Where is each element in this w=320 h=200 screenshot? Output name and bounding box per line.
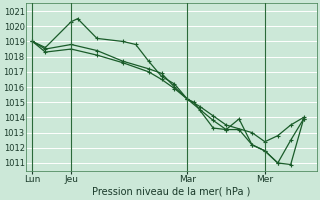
X-axis label: Pression niveau de la mer( hPa ): Pression niveau de la mer( hPa ) <box>92 187 251 197</box>
